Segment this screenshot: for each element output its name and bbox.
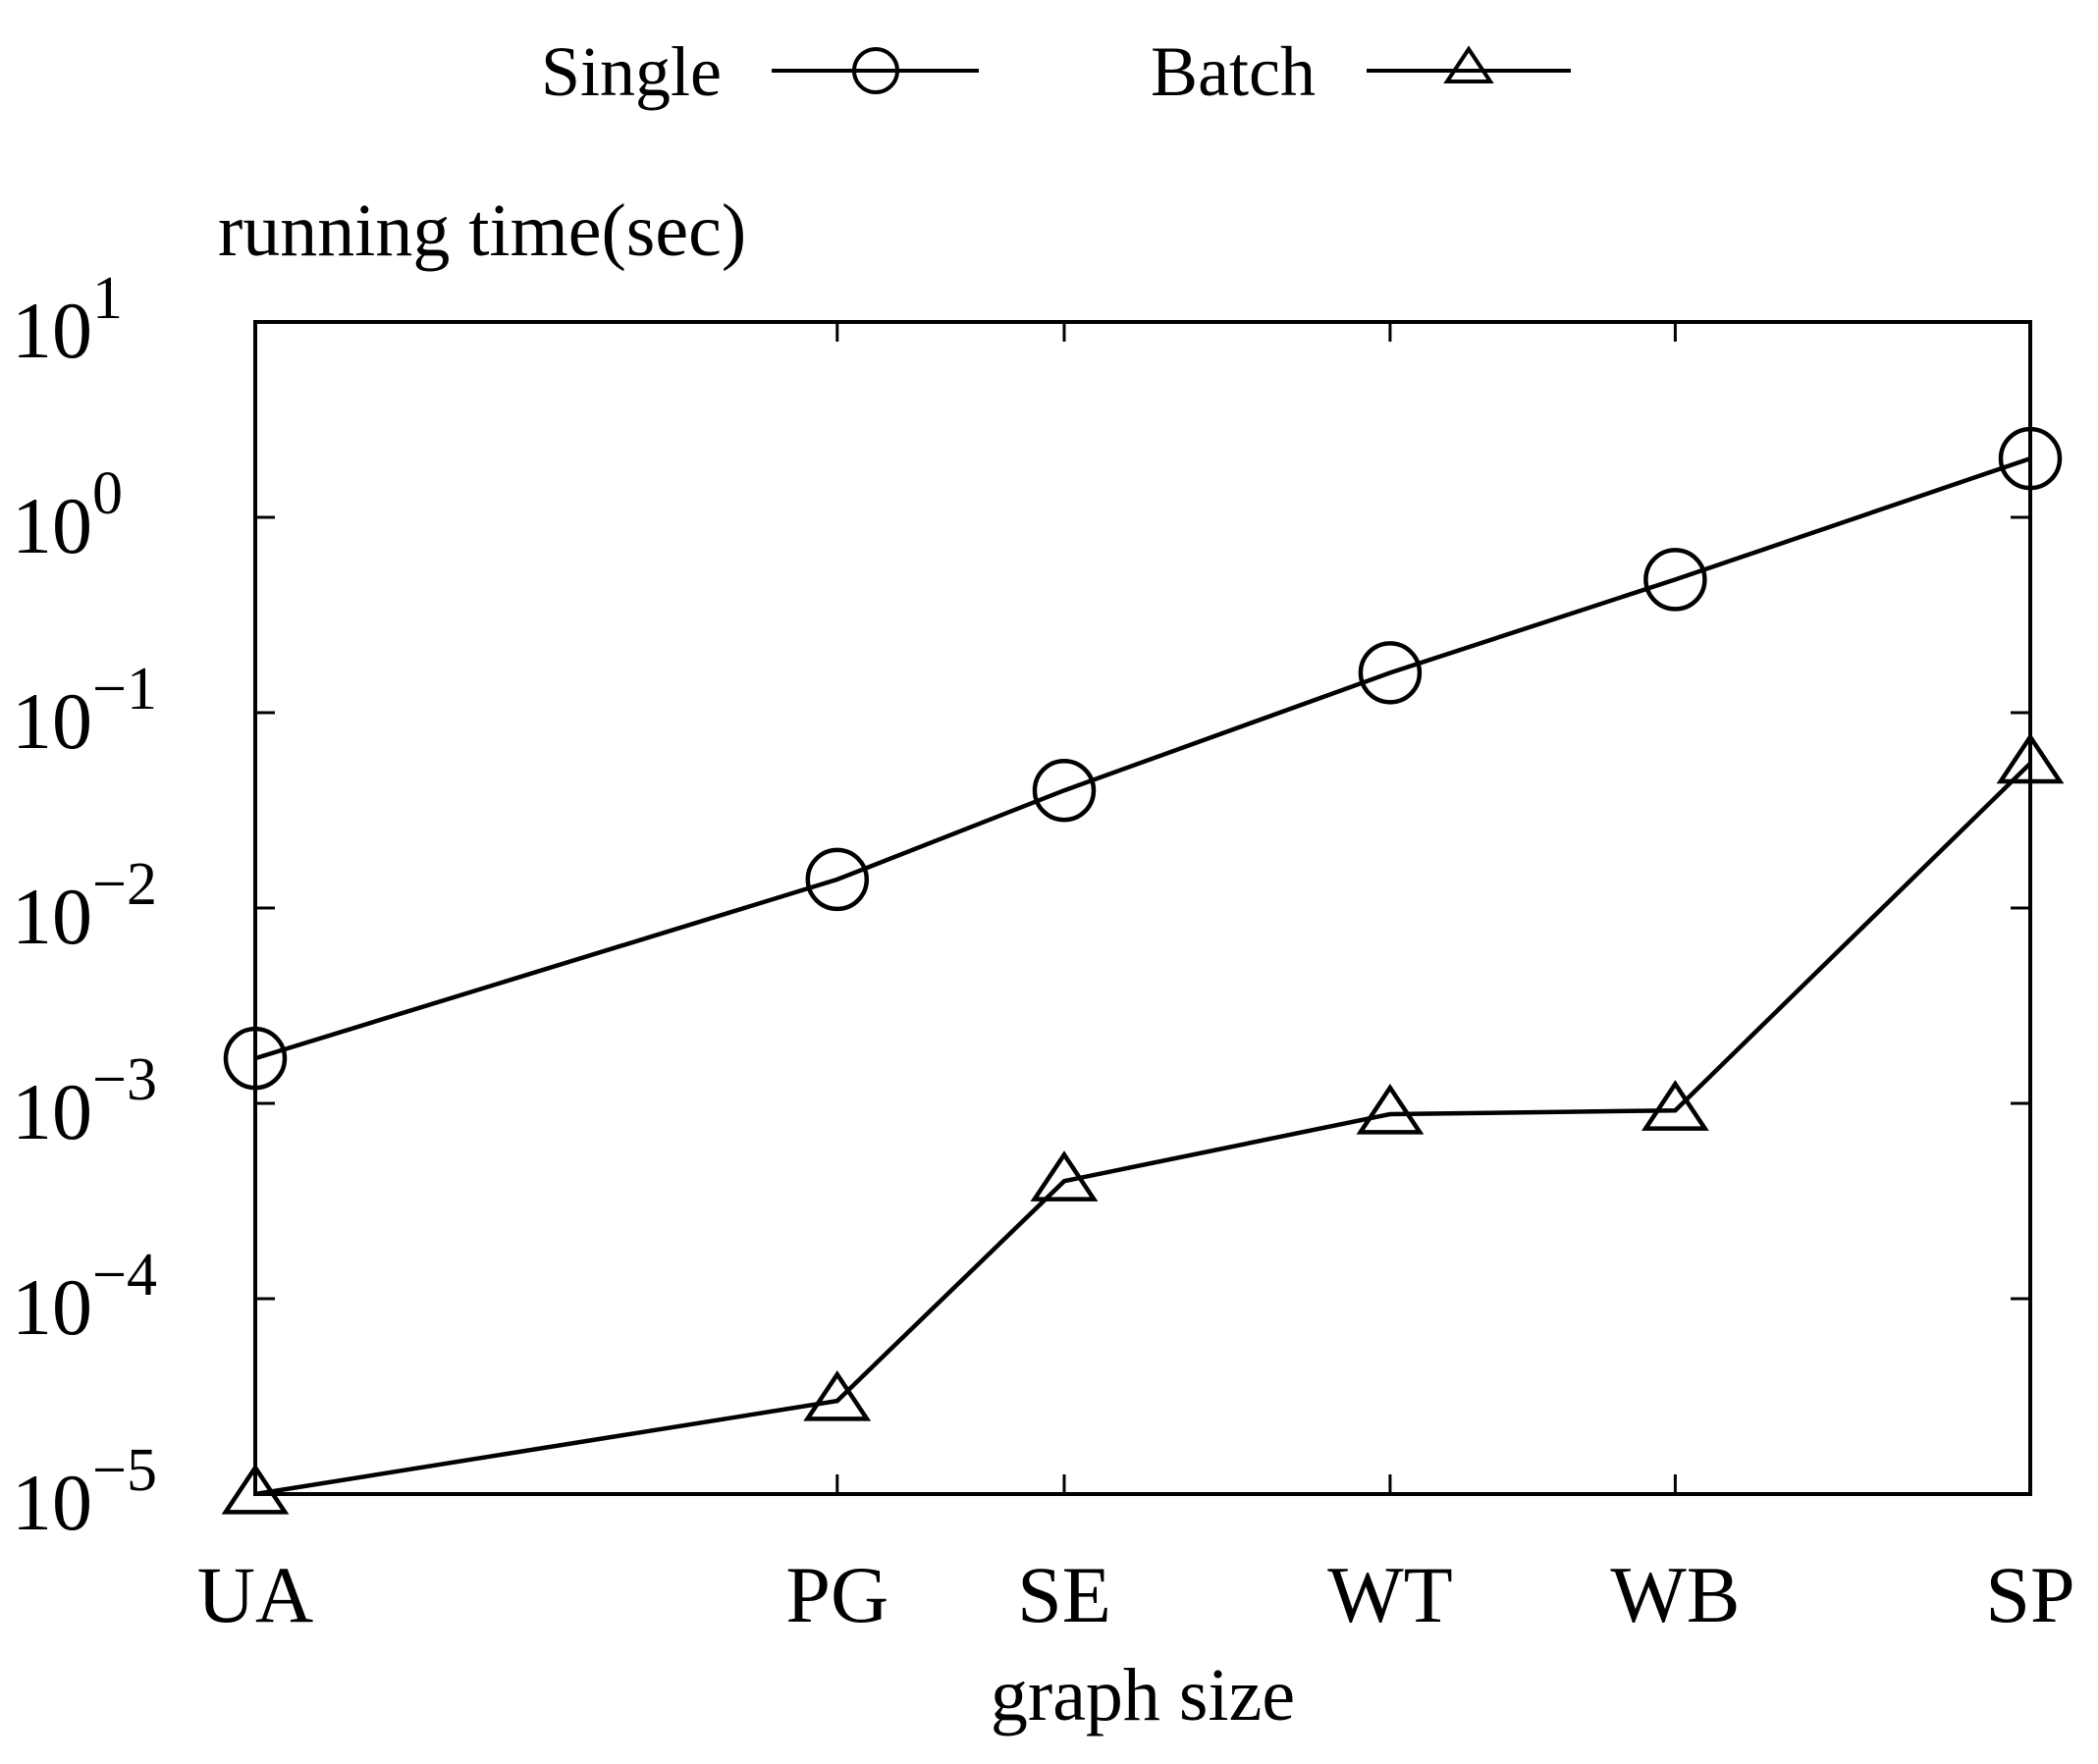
y-tick-label-exponent: −2 bbox=[92, 851, 157, 918]
legend: Single Batch bbox=[541, 32, 1571, 111]
data-point-batch-ua bbox=[221, 1463, 290, 1515]
y-tick-label-exponent: 1 bbox=[92, 265, 123, 332]
y-tick-label: 100 bbox=[12, 460, 123, 570]
y-tick-label: 10−4 bbox=[12, 1242, 157, 1352]
x-tick-label-wb: WB bbox=[1610, 1550, 1740, 1639]
y-tick-label-base: 10 bbox=[12, 676, 92, 766]
data-point-batch-wt bbox=[1356, 1083, 1425, 1135]
y-tick-label-base: 10 bbox=[12, 1458, 92, 1547]
series-lines bbox=[254, 455, 2032, 1497]
y-tick-label: 101 bbox=[12, 265, 123, 375]
legend-marker-batch bbox=[1443, 45, 1494, 83]
legend-label-batch: Batch bbox=[1151, 32, 1316, 111]
x-tick-label-sp: SP bbox=[1985, 1550, 2074, 1639]
legend-entry-batch: Batch bbox=[1151, 32, 1571, 111]
data-markers bbox=[221, 426, 2065, 1515]
y-tick-label: 10−2 bbox=[12, 851, 157, 961]
y-axis-label: running time(sec) bbox=[218, 189, 746, 272]
data-point-batch-se bbox=[1030, 1150, 1099, 1202]
y-tick-label-exponent: 0 bbox=[92, 460, 123, 527]
series-line-single bbox=[254, 455, 2031, 1061]
y-tick-label-exponent: −1 bbox=[92, 656, 157, 722]
data-point-single-pg bbox=[805, 847, 870, 912]
series-line-batch bbox=[254, 762, 2032, 1497]
x-tick-label-ua: UA bbox=[197, 1550, 313, 1639]
legend-label-single: Single bbox=[541, 32, 722, 111]
y-tick-label-exponent: −3 bbox=[92, 1046, 157, 1113]
legend-entry-single: Single bbox=[541, 32, 979, 111]
data-point-batch-pg bbox=[803, 1370, 872, 1421]
plot-frame bbox=[253, 320, 2032, 1496]
y-tick-label-base: 10 bbox=[12, 1067, 92, 1156]
data-point-single-se bbox=[1032, 758, 1097, 823]
legend-marker-single bbox=[852, 47, 899, 94]
y-tick-label-base: 10 bbox=[12, 872, 92, 961]
data-point-single-wt bbox=[1358, 641, 1423, 705]
data-point-single-sp bbox=[1998, 426, 2063, 491]
data-point-single-ua bbox=[223, 1026, 288, 1091]
data-point-batch-sp bbox=[1996, 732, 2065, 784]
x-tick-label-pg: PG bbox=[785, 1550, 888, 1639]
x-tick-labels: UA PG SE WT WB SP bbox=[197, 1550, 2075, 1639]
y-tick-label: 10−5 bbox=[12, 1437, 157, 1547]
x-tick-label-se: SE bbox=[1017, 1550, 1111, 1639]
axis-ticks bbox=[255, 320, 2030, 1496]
x-axis-label: graph size bbox=[991, 1654, 1295, 1737]
x-tick-label-wt: WT bbox=[1327, 1550, 1452, 1639]
y-tick-label: 10−1 bbox=[12, 656, 157, 766]
data-point-batch-wb bbox=[1641, 1080, 1709, 1131]
y-tick-label-exponent: −5 bbox=[92, 1437, 157, 1504]
y-tick-label-base: 10 bbox=[12, 481, 92, 570]
y-tick-label-base: 10 bbox=[12, 1262, 92, 1352]
data-point-single-wb bbox=[1643, 548, 1707, 612]
y-tick-label-exponent: −4 bbox=[92, 1242, 157, 1309]
y-tick-label-base: 10 bbox=[12, 286, 92, 375]
y-tick-label: 10−3 bbox=[12, 1046, 157, 1156]
